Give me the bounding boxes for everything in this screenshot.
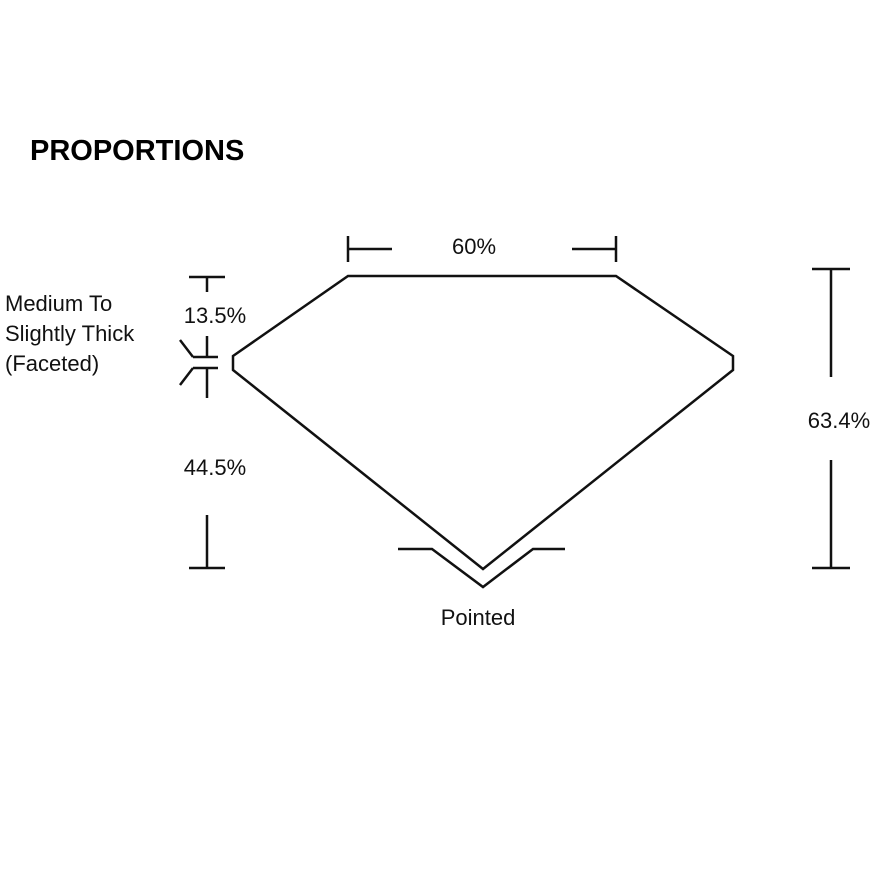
girdle-label-line: Medium To [5,291,112,316]
crown-label: 13.5% [184,303,246,328]
girdle-label-line: Slightly Thick [5,321,135,346]
girdle-label: Medium To Slightly Thick (Faceted) [5,291,135,376]
crown-dimension: 13.5% [179,275,246,359]
girdle-label-line: (Faceted) [5,351,99,376]
pavilion-dimension: 44.5% [179,366,246,570]
total-depth-dimension: 63.4% [808,267,870,570]
culet-label: Pointed [441,605,516,630]
gem-outline [231,274,735,571]
culet-indicator: Pointed [398,547,565,630]
total-depth-label: 63.4% [808,408,870,433]
table-label: 60% [452,234,496,259]
pavilion-label: 44.5% [184,455,246,480]
diagram-title: PROPORTIONS [30,135,244,167]
table-dimension: 60% [346,234,618,262]
